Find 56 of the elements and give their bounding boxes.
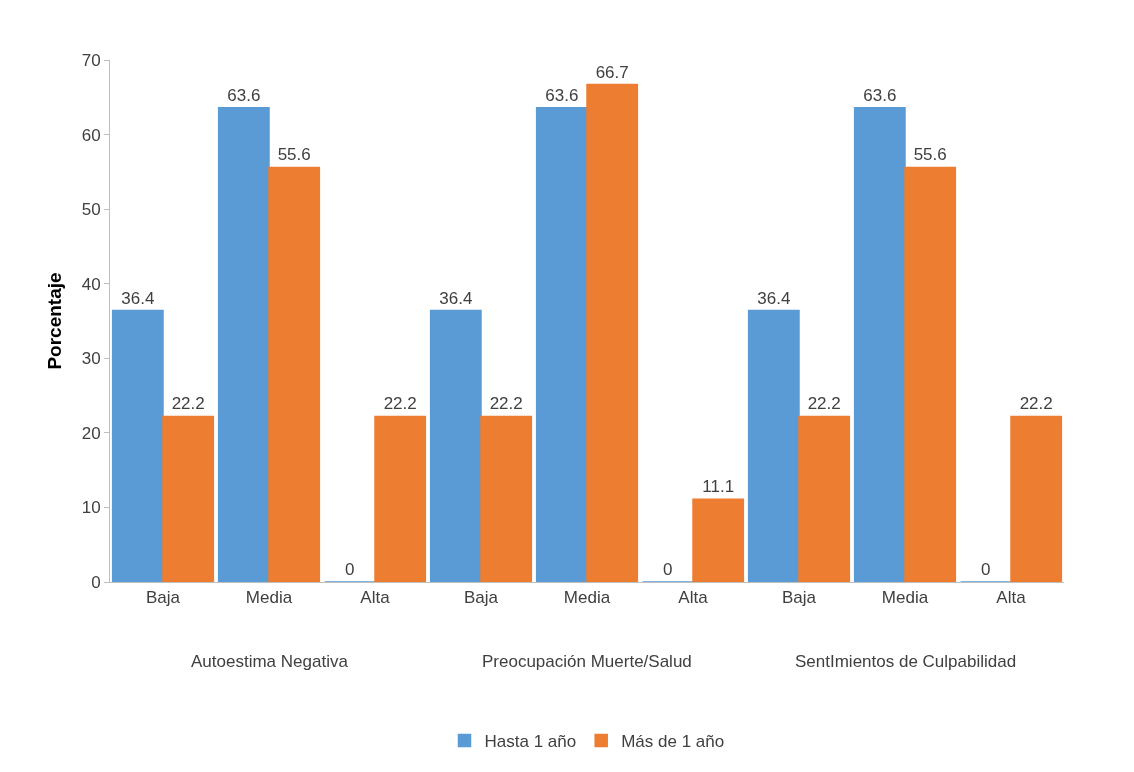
y-tick-label: 30 — [81, 349, 101, 369]
data-label: 22.2 — [171, 394, 205, 414]
x-tick-label: Media — [881, 588, 929, 608]
data-label: 63.6 — [863, 85, 897, 105]
data-label: 36.4 — [121, 288, 155, 308]
data-label: 66.7 — [595, 62, 629, 82]
y-tick-label: 60 — [81, 125, 101, 145]
y-tick-label: 50 — [81, 200, 101, 220]
x-tick-label: Baja — [145, 588, 181, 608]
bar — [853, 106, 906, 582]
bar — [904, 166, 957, 582]
bar — [162, 415, 215, 582]
data-label: 11.1 — [702, 477, 735, 497]
text: Preocupación Muerte/Salud — [482, 652, 692, 671]
bar — [586, 83, 639, 582]
data-label: 36.4 — [439, 288, 473, 308]
data-label: 0 — [663, 560, 673, 579]
data-label: 0 — [345, 560, 355, 579]
x-tick-label: Baja — [463, 588, 499, 608]
data-label: 63.6 — [545, 85, 579, 105]
y-tick-label: 10 — [81, 498, 101, 518]
data-label: 36.4 — [757, 288, 791, 308]
y-axis-title: Porcentaje — [43, 272, 65, 370]
bar — [429, 309, 482, 582]
bar — [111, 309, 164, 582]
data-label: 55.6 — [913, 145, 947, 165]
legend-label: Hasta 1 año — [484, 732, 577, 752]
legend-label: Más de 1 año — [621, 732, 725, 752]
text: Autoestima Negativa — [191, 652, 349, 671]
data-label: 55.6 — [277, 145, 311, 165]
bar — [268, 166, 321, 582]
data-label: 0 — [981, 560, 991, 579]
bar — [374, 415, 427, 582]
bar — [692, 498, 745, 582]
data-label: 22.2 — [807, 394, 841, 414]
x-tick-label: Alta — [678, 588, 709, 608]
bar — [217, 106, 270, 582]
y-tick-label: 40 — [81, 274, 101, 294]
bar — [1010, 415, 1063, 582]
x-tick-label: Alta — [360, 588, 391, 608]
x-tick-label: Media — [563, 588, 611, 608]
bar — [535, 106, 588, 582]
x-tick-label: Media — [245, 588, 293, 608]
x-tick-label: Baja — [781, 588, 817, 608]
data-label: 63.6 — [227, 85, 261, 105]
y-tick-label: 20 — [81, 423, 101, 443]
data-label: 22.2 — [1019, 394, 1053, 414]
bar — [480, 415, 533, 582]
bar — [798, 415, 851, 582]
data-label: 22.2 — [489, 394, 523, 414]
text: SentImientos de Culpabilidad — [795, 652, 1017, 671]
data-label: 22.2 — [383, 394, 417, 414]
x-tick-label: Alta — [996, 588, 1027, 608]
bar — [747, 309, 800, 582]
y-tick-label: 0 — [91, 572, 101, 592]
y-tick-label: 70 — [81, 50, 101, 70]
